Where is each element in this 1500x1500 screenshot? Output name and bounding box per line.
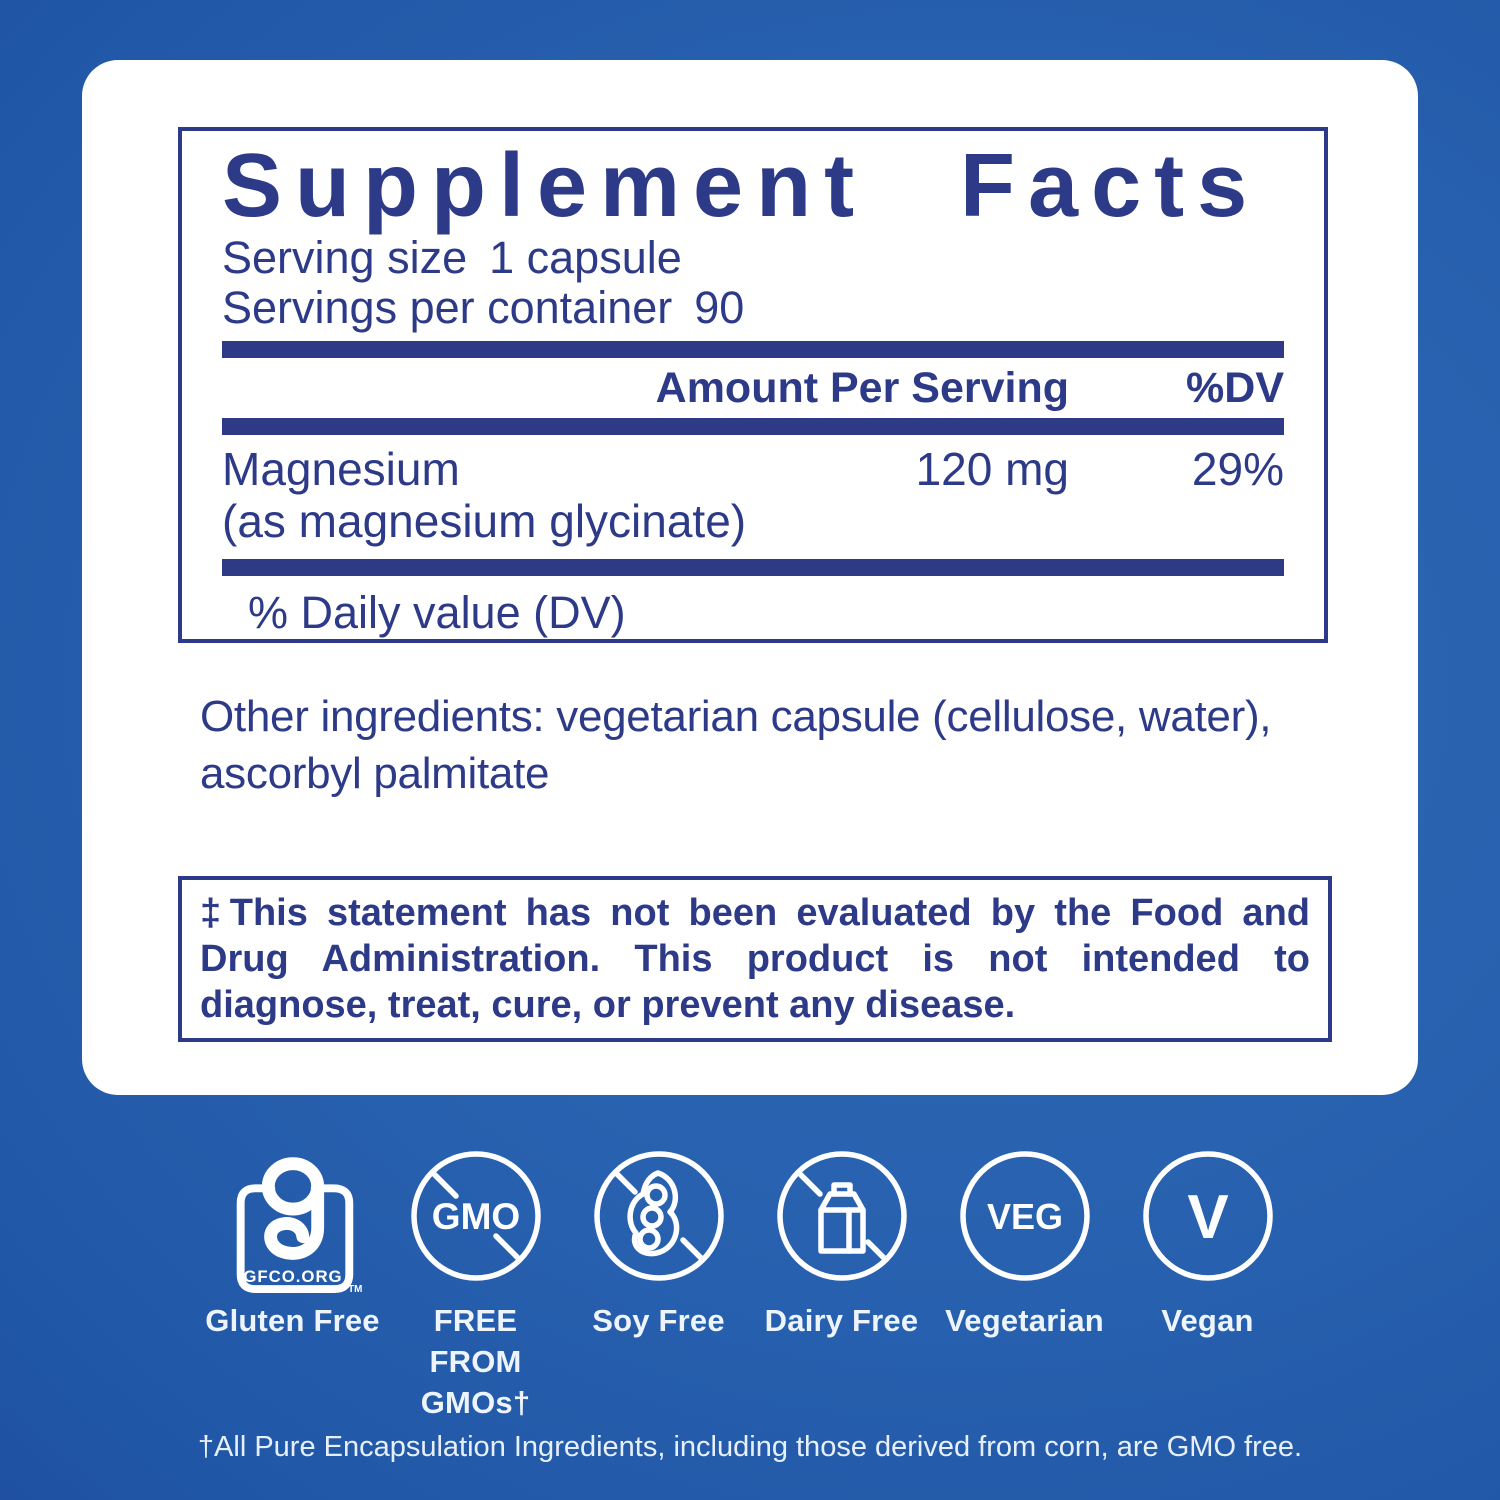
badge-label: Gluten Free — [205, 1303, 380, 1338]
gmo-footnote-text: †All Pure Encapsulation Ingredients, inc… — [197, 1431, 1303, 1463]
other-ingredients-text: Other ingredients: vegetarian capsule (c… — [200, 692, 1272, 798]
badge-label: FREE FROM GMOs† — [420, 1303, 531, 1420]
servings-per-container-label: Servings per container — [222, 282, 673, 333]
gfco-gluten-free-icon: GFCO.ORG TM — [236, 1157, 362, 1295]
badge-label: Vegetarian — [945, 1303, 1104, 1338]
nutrient-name: Magnesium — [222, 443, 460, 495]
certification-badges-row: GFCO.ORG TM Gluten Free GMO FREE FROM GM… — [0, 1146, 1500, 1423]
no-soy-icon — [593, 1151, 724, 1281]
nutrient-dv: 29% — [1191, 443, 1284, 495]
badge-gluten-free: GFCO.ORG TM Gluten Free — [201, 1146, 384, 1341]
column-header-row: Amount Per Serving %DV — [222, 358, 1284, 418]
gfco-org-text: GFCO.ORG — [243, 1267, 342, 1286]
nutrient-row: Magnesium 120 mg 29% (as magnesium glyci… — [222, 435, 1284, 547]
servings-per-container-line: Servings per container 90 — [222, 283, 1284, 333]
no-gmo-icon: GMO — [410, 1151, 541, 1281]
badge-soy-free: Soy Free — [567, 1146, 750, 1341]
serving-size-label: Serving size — [222, 232, 468, 283]
badge-vegan: V Vegan — [1116, 1146, 1299, 1341]
divider-bar — [222, 341, 1284, 358]
vegetarian-icon: VEG — [959, 1151, 1090, 1281]
badge-label: Vegan — [1161, 1303, 1254, 1338]
amount-per-serving-header: Amount Per Serving — [655, 364, 1069, 412]
servings-per-container-value: 90 — [694, 282, 745, 333]
fda-disclaimer-box: ‡This statement has not been evaluated b… — [178, 876, 1332, 1042]
no-dairy-icon — [776, 1151, 907, 1281]
badge-vegetarian: VEG Vegetarian — [933, 1146, 1116, 1341]
divider-bar — [222, 559, 1284, 576]
nutrient-source: (as magnesium glycinate) — [222, 495, 747, 547]
gmo-icon-text: GMO — [431, 1196, 519, 1237]
badge-label: Soy Free — [592, 1303, 725, 1338]
badge-dairy-free: Dairy Free — [750, 1146, 933, 1341]
badge-label: Dairy Free — [764, 1303, 919, 1338]
serving-size-value: 1 capsule — [489, 232, 682, 283]
label-card: Supplement Facts Serving size 1 capsule S… — [82, 60, 1418, 1095]
divider-bar — [222, 418, 1284, 435]
serving-size-line: Serving size 1 capsule — [222, 233, 1284, 283]
supplement-facts-panel: Supplement Facts Serving size 1 capsule S… — [178, 127, 1328, 643]
supplement-facts-title: Supplement Facts — [222, 136, 1261, 236]
badge-gmo-free: GMO FREE FROM GMOs† — [384, 1146, 567, 1423]
percent-dv-header: %DV — [1186, 364, 1284, 412]
daily-value-footnote: % Daily value (DV) — [248, 587, 626, 638]
vegan-icon-text: V — [1187, 1183, 1228, 1252]
trademark-text: TM — [348, 1284, 362, 1295]
nutrient-amount: 120 mg — [915, 443, 1069, 495]
veg-icon-text: VEG — [986, 1196, 1062, 1237]
vegan-icon: V — [1142, 1151, 1273, 1281]
